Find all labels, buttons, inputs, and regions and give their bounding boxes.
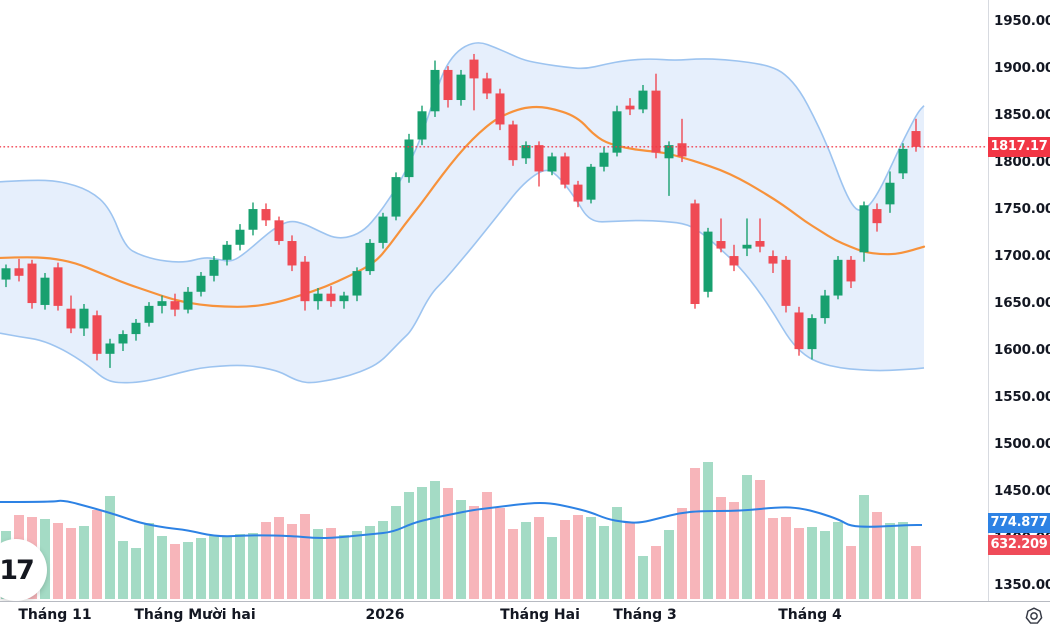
time-axis-label: Tháng 4 — [778, 607, 842, 623]
time-axis[interactable]: Tháng 11 Tháng Mười hai 2026 Tháng Hai Tháng… — [0, 601, 1050, 630]
price-tick-label: 1450.00 — [994, 483, 1050, 499]
volume-ma-badge: 774.877 — [988, 513, 1050, 533]
sma-line — [0, 105, 926, 308]
price-tick-label: 1950.00 — [994, 13, 1050, 29]
price-tick-label: 1900.00 — [994, 60, 1050, 76]
price-tick-label: 1550.00 — [994, 389, 1050, 405]
tradingview-logo-text: 17 — [0, 554, 35, 586]
candles — [1, 53, 921, 368]
price-axis[interactable]: 1950.00 1900.00 1850.00 1800.00 1750.00 1700.… — [988, 0, 1050, 601]
gear-icon — [1025, 607, 1043, 624]
volume-value-badge: 632.209 — [988, 535, 1050, 555]
volume-ma-line — [0, 499, 922, 540]
time-axis-label: 2026 — [365, 607, 405, 623]
time-axis-label: Tháng 3 — [613, 607, 677, 623]
chart-canvas[interactable] — [0, 0, 988, 601]
time-axis-label: Tháng 11 — [18, 607, 92, 623]
price-tick-label: 1700.00 — [994, 248, 1050, 264]
price-tick-label: 1600.00 — [994, 342, 1050, 358]
bollinger-band — [0, 42, 925, 384]
tradingview-logo[interactable]: 17 — [0, 539, 47, 601]
last-price-badge: 1817.17 — [988, 136, 1050, 157]
price-tick-label: 1500.00 — [994, 436, 1050, 452]
price-tick-label: 1650.00 — [994, 295, 1050, 311]
time-axis-label: Tháng Hai — [500, 607, 580, 623]
price-tick-label: 1800.00 — [994, 154, 1050, 170]
price-tick-label: 1750.00 — [994, 201, 1050, 217]
volume-bars — [1, 462, 921, 599]
axis-settings-gear-icon[interactable] — [1023, 605, 1045, 627]
price-tick-label: 1350.00 — [994, 577, 1050, 593]
price-tick-label: 1850.00 — [994, 107, 1050, 123]
time-axis-label: Tháng Mười hai — [134, 607, 256, 623]
